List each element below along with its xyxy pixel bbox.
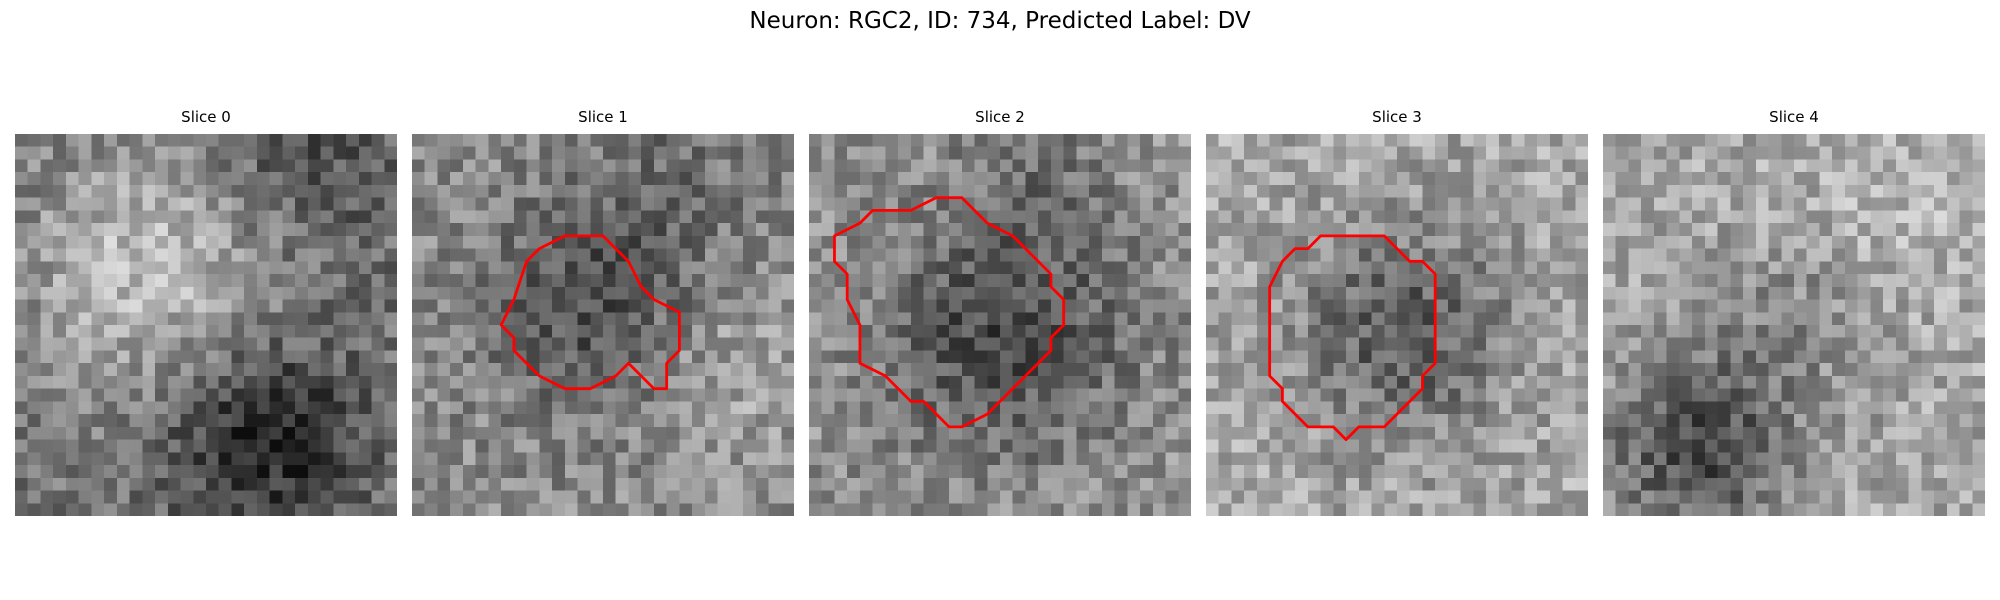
slice-image: [1603, 134, 1985, 516]
slice-panel-4: Slice 4: [1603, 107, 1985, 516]
slice-image: [1206, 134, 1588, 516]
slice-panel-3: Slice 3: [1206, 107, 1588, 516]
slice-panel-1: Slice 1: [412, 107, 794, 516]
slice-image: [15, 134, 397, 516]
slice-panel-0: Slice 0: [15, 107, 397, 516]
slice-image: [809, 134, 1191, 516]
segmentation-contour: [499, 234, 681, 391]
slice-pixels: [15, 134, 397, 516]
slice-title: Slice 0: [181, 108, 231, 126]
slice-title: Slice 3: [1372, 108, 1422, 126]
slice-pixels: [809, 134, 1191, 516]
figure-title: Neuron: RGC2, ID: 734, Predicted Label: …: [749, 8, 1251, 34]
slice-image: [412, 134, 794, 516]
segmentation-contour: [1268, 234, 1437, 442]
slice-title: Slice 2: [975, 108, 1025, 126]
segmentation-contour: [833, 196, 1066, 429]
slice-pixels: [1603, 134, 1985, 516]
slice-pixels: [1206, 134, 1588, 516]
slice-title: Slice 4: [1769, 108, 1819, 126]
slice-title: Slice 1: [578, 108, 628, 126]
slice-panel-2: Slice 2: [809, 107, 1191, 516]
slice-pixels: [412, 134, 794, 516]
